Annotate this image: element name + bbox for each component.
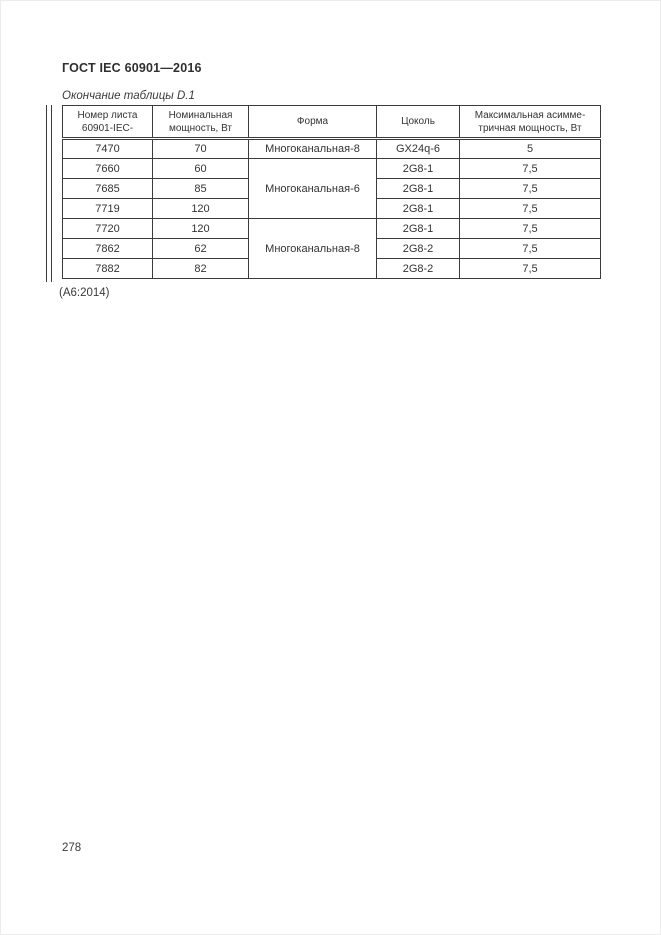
cell-sheet-number: 7470 [62,138,153,159]
cell-rated-power: 85 [152,178,249,199]
column-header-max-asymmetric-power: Максимальная асимме- тричная мощность, В… [459,105,601,140]
revision-change-bar [46,105,52,282]
table-row: 7660 60 Многоканальная-6 2G8-1 7,5 [62,158,601,219]
column-header-sheet-number: Номер листа 60901-IEC- [62,105,153,140]
cell-sheet-number: 7660 [62,158,153,179]
column-header-rated-power: Номинальная мощность, Вт [152,105,249,140]
cell-max-asymmetric-power: 7,5 [459,198,601,219]
cell-cap: 2G8-2 [376,238,460,259]
cell-max-asymmetric-power: 7,5 [459,218,601,239]
cell-rated-power: 120 [152,198,249,219]
table-header: Номер листа 60901-IEC- Номинальная мощно… [62,105,601,140]
cell-rated-power: 62 [152,238,249,259]
document-header: ГОСТ IEC 60901—2016 [62,61,202,75]
cell-max-asymmetric-power: 5 [459,138,601,159]
amendment-note: (А6:2014) [59,287,110,299]
table-row: 7862 62 2G8-2 7,5 [62,238,601,259]
cell-max-asymmetric-power: 7,5 [459,178,601,199]
cell-shape: Многоканальная-8 [248,138,377,159]
cell-cap: 2G8-2 [376,258,460,279]
cell-sheet-number: 7862 [62,238,153,259]
lamp-data-table: Номер листа 60901-IEC- Номинальная мощно… [62,105,601,279]
cell-rated-power: 82 [152,258,249,279]
table-row: 7470 70 Многоканальная-8 GX24q-6 5 [62,138,601,159]
cell-max-asymmetric-power: 7,5 [459,158,601,179]
cell-rated-power: 120 [152,218,249,239]
table-body: 7470 70 Многоканальная-8 GX24q-6 5 7660 … [62,138,601,279]
cell-sheet-number: 7719 [62,198,153,219]
table-row: 7720 120 Многоканальная-8 2G8-1 7,5 [62,218,601,279]
table-caption: Окончание таблицы D.1 [62,90,195,102]
cell-shape: Многоканальная-6 [248,158,377,219]
cell-rated-power: 60 [152,158,249,179]
cell-max-asymmetric-power: 7,5 [459,258,601,279]
cell-sheet-number: 7685 [62,178,153,199]
column-header-cap: Цоколь [376,105,460,140]
cell-cap: 2G8-1 [376,178,460,199]
table-header-row: Номер листа 60901-IEC- Номинальная мощно… [62,105,601,140]
cell-cap: 2G8-1 [376,198,460,219]
cell-cap: 2G8-1 [376,218,460,239]
column-header-shape: Форма [248,105,377,140]
cell-rated-power: 70 [152,138,249,159]
table-row: 7882 82 2G8-2 7,5 [62,258,601,279]
cell-max-asymmetric-power: 7,5 [459,238,601,259]
cell-sheet-number: 7882 [62,258,153,279]
cell-cap: 2G8-1 [376,158,460,179]
page-number: 278 [62,842,82,854]
cell-sheet-number: 7720 [62,218,153,239]
cell-shape: Многоканальная-8 [248,218,377,279]
table-row: 7685 85 2G8-1 7,5 [62,178,601,199]
cell-cap: GX24q-6 [376,138,460,159]
